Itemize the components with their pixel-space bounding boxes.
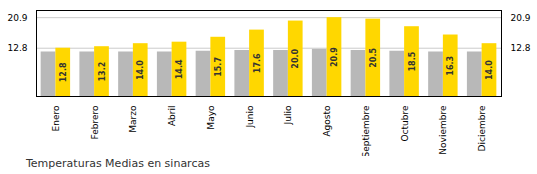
svg-text:18.5: 18.5 <box>408 51 417 71</box>
svg-text:Febrero: Febrero <box>90 105 100 139</box>
svg-text:13.2: 13.2 <box>98 62 107 82</box>
svg-text:15.7: 15.7 <box>214 57 223 77</box>
svg-text:20.9: 20.9 <box>511 13 531 23</box>
svg-text:20.9: 20.9 <box>330 47 339 67</box>
svg-text:12.8: 12.8 <box>59 62 68 82</box>
svg-text:Enero: Enero <box>51 105 61 131</box>
svg-text:20.9: 20.9 <box>7 13 27 23</box>
svg-text:Octubre: Octubre <box>400 105 410 141</box>
svg-text:14.0: 14.0 <box>136 60 145 80</box>
svg-text:Julio: Julio <box>283 105 293 125</box>
svg-text:Mayo: Mayo <box>206 105 216 130</box>
svg-text:Noviembre: Noviembre <box>438 105 448 155</box>
svg-text:14.4: 14.4 <box>175 59 184 79</box>
svg-text:14.0: 14.0 <box>485 60 494 80</box>
svg-text:Junio: Junio <box>245 105 255 129</box>
svg-text:Agosto: Agosto <box>322 105 332 137</box>
svg-text:16.3: 16.3 <box>446 56 455 76</box>
svg-text:17.6: 17.6 <box>253 53 262 73</box>
svg-text:12.8: 12.8 <box>7 43 27 53</box>
svg-text:Septiembre: Septiembre <box>361 105 371 156</box>
svg-text:20.5: 20.5 <box>369 48 378 68</box>
svg-text:Abril: Abril <box>167 106 177 127</box>
svg-text:Marzo: Marzo <box>128 105 138 133</box>
html-text:Temperaturas Medias en sinarca: Temperaturas Medias en sinarcas <box>26 157 210 170</box>
svg-text:12.8: 12.8 <box>511 43 531 53</box>
svg-text:Diciembre: Diciembre <box>477 105 487 151</box>
svg-text:20.0: 20.0 <box>291 48 300 68</box>
